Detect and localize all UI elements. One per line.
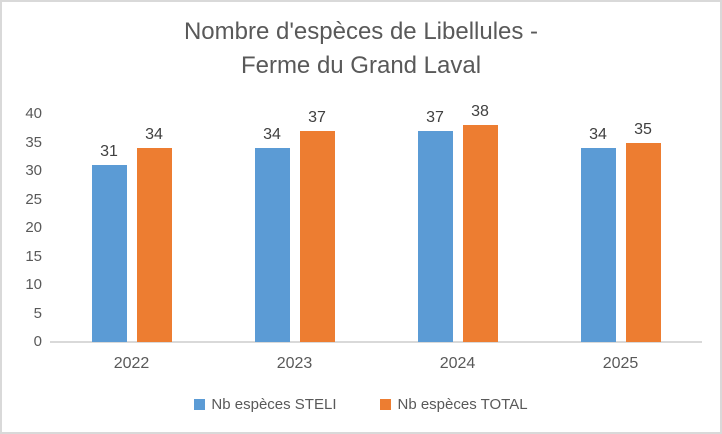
bar-group-2023: 34 37 bbox=[213, 109, 376, 342]
y-tick-label: 25 bbox=[25, 190, 42, 208]
bar-value-label: 37 bbox=[426, 109, 444, 127]
legend: Nb espèces STELI Nb espèces TOTAL bbox=[2, 396, 720, 413]
y-tick-label: 30 bbox=[25, 162, 42, 179]
bar-nb-espèces-total-2025: 35 bbox=[625, 121, 661, 342]
bar-value-label: 34 bbox=[145, 126, 163, 144]
x-axis-line bbox=[50, 341, 702, 343]
bar-groups: 31 34 34 37 37 38 34 35 bbox=[50, 103, 702, 342]
y-tick-label: 5 bbox=[33, 304, 42, 322]
y-tick-label: 20 bbox=[25, 219, 42, 236]
y-tick-label: 40 bbox=[25, 105, 42, 122]
legend-swatch-icon bbox=[194, 399, 206, 410]
bar-nb-espèces-total-2024: 38 bbox=[462, 103, 498, 342]
x-axis-label-2025: 2025 bbox=[602, 355, 639, 372]
plot-area: 31 34 34 37 37 38 34 35 bbox=[50, 103, 702, 343]
x-axis-label-2024: 2024 bbox=[439, 355, 476, 372]
y-tick-label: 0 bbox=[33, 333, 42, 350]
bar-nb-espèces-steli-2025: 34 bbox=[580, 126, 616, 342]
bar-nb-espèces-steli-2022: 31 bbox=[91, 143, 127, 342]
bar-nb-espèces-steli-2024: 37 bbox=[417, 109, 453, 342]
legend-item: Nb espèces STELI bbox=[194, 396, 336, 413]
legend-swatch-icon bbox=[380, 399, 392, 410]
y-tick-label: 10 bbox=[25, 276, 42, 293]
chart-title-line2: Ferme du Grand Laval bbox=[240, 52, 482, 79]
chart-title-line1: Nombre d'espèces de Libellules - bbox=[183, 18, 539, 45]
x-axis-label-2022: 2022 bbox=[113, 355, 150, 372]
bar-group-2022: 31 34 bbox=[50, 114, 213, 342]
legend-item: Nb espèces TOTAL bbox=[380, 396, 528, 413]
y-axis: 0 5 10 15 20 25 30 35 40 bbox=[2, 105, 42, 350]
bar-value-label: 34 bbox=[263, 126, 281, 144]
x-axis: 2022 2023 2024 2025 bbox=[50, 355, 702, 373]
bar-value-label: 35 bbox=[634, 120, 652, 138]
bar-value-label: 38 bbox=[471, 103, 489, 121]
x-axis-label-2023: 2023 bbox=[276, 355, 313, 372]
legend-label: Nb espèces TOTAL bbox=[397, 396, 528, 413]
legend-label: Nb espèces STELI bbox=[211, 396, 337, 413]
bar-group-2024: 37 38 bbox=[376, 103, 539, 342]
bar-value-label: 31 bbox=[100, 143, 118, 161]
chart-title: Nombre d'espèces de Libellules - Ferme d… bbox=[2, 15, 720, 83]
y-tick-label: 15 bbox=[25, 247, 42, 265]
bar-group-2025: 34 35 bbox=[539, 114, 702, 342]
bar-nb-espèces-total-2022: 34 bbox=[136, 126, 172, 342]
bar-nb-espèces-steli-2023: 34 bbox=[254, 126, 290, 342]
bar-value-label: 37 bbox=[308, 109, 326, 127]
bar-nb-espèces-total-2023: 37 bbox=[299, 109, 335, 342]
bar-value-label: 34 bbox=[589, 126, 607, 144]
y-tick-label: 35 bbox=[25, 133, 42, 151]
